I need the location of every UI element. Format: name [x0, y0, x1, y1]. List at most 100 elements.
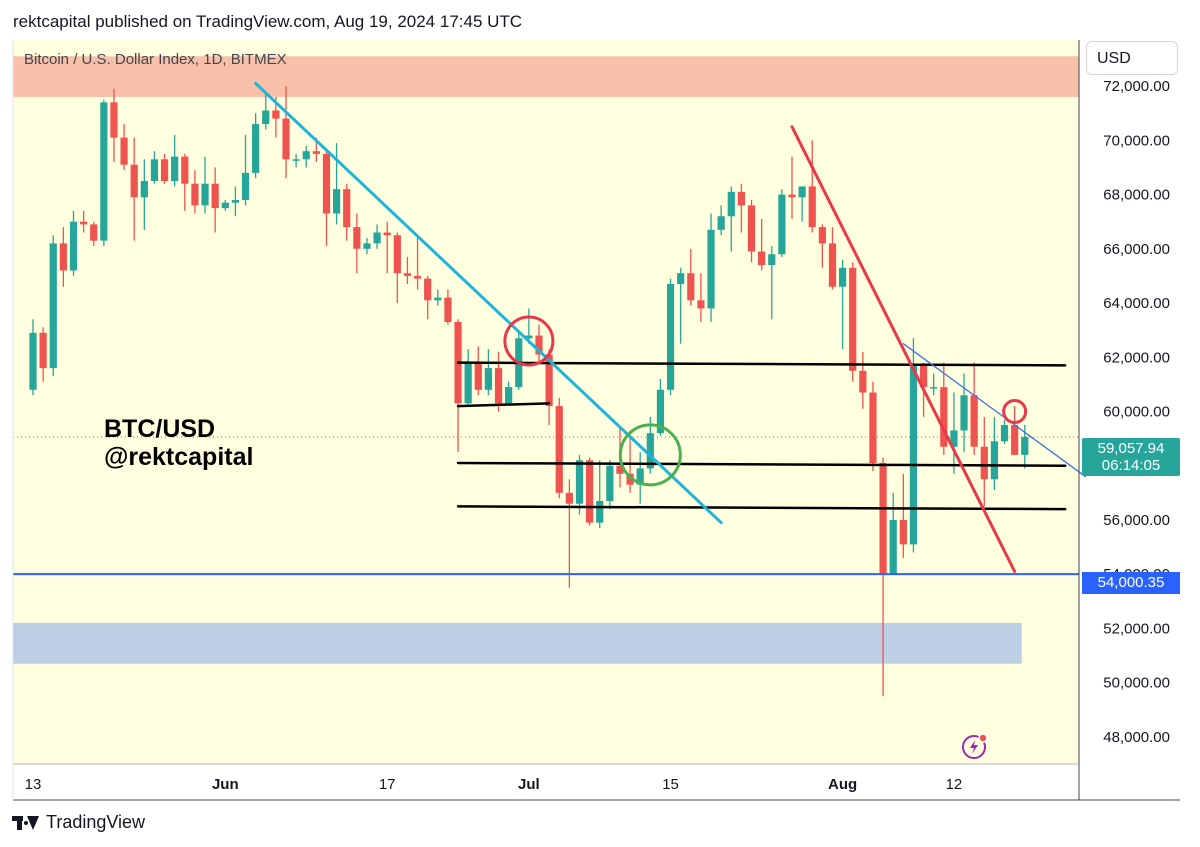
candle-body [484, 368, 492, 390]
resistance-zone [13, 56, 1079, 97]
time-axis[interactable]: 13 Jun 17 Jul 15 Aug 12 [25, 776, 963, 793]
candle-body [474, 362, 482, 390]
candle-body [413, 275, 422, 279]
time-tick-label: 12 [946, 776, 963, 793]
candle-body [808, 186, 816, 228]
price-tick-label: 70,000.00 [1103, 132, 1170, 149]
demand-zone [13, 622, 1022, 664]
candle-body [930, 387, 938, 389]
candle-body [656, 389, 665, 434]
candle-body [737, 191, 745, 206]
support-price-label: 54,000.35 [1082, 572, 1180, 594]
candle-body [363, 243, 371, 249]
candle-body [828, 243, 837, 287]
candle-body [403, 273, 412, 276]
candle-body [970, 395, 978, 447]
candle-body [909, 365, 918, 545]
candle-body [768, 254, 776, 266]
candle-body [505, 387, 513, 404]
price-tick-label: 56,000.00 [1103, 512, 1170, 529]
tradingview-logo-icon [12, 814, 40, 832]
candle-body [252, 124, 260, 173]
time-tick-label: Jun [212, 776, 239, 793]
price-tick-label: 68,000.00 [1103, 187, 1170, 204]
range-high-line [456, 361, 1067, 367]
currency-button[interactable]: USD [1086, 41, 1178, 75]
candle-body [697, 300, 705, 309]
candle-body [130, 164, 138, 198]
candle-body [535, 335, 543, 355]
candle-body [100, 102, 108, 241]
price-tick-label: 60,000.00 [1103, 403, 1170, 420]
red-downtrend-line [790, 125, 1017, 573]
candle-body [120, 137, 128, 165]
time-tick-label: 17 [379, 776, 396, 793]
candle-body [677, 273, 685, 285]
candle-body [29, 332, 37, 390]
current-price-label: 59,057.94 06:14:05 [1082, 438, 1180, 476]
candle-body [464, 362, 472, 404]
candle-body [636, 468, 644, 485]
candle-body [869, 392, 877, 464]
candle-body [980, 446, 988, 480]
candle-body [272, 110, 280, 119]
annotation-author: @rektcapital [104, 443, 254, 471]
time-tick-label: 13 [25, 776, 42, 793]
candle-body [849, 267, 857, 371]
tradingview-logo[interactable]: TradingView [12, 812, 145, 833]
candle-body [262, 110, 270, 125]
price-tick-label: 72,000.00 [1103, 78, 1170, 95]
breakout-circle-july [618, 423, 682, 487]
candle-body [494, 368, 503, 404]
candle-body [171, 156, 179, 182]
candle-body [241, 172, 250, 200]
candle-body [818, 227, 826, 244]
candle-body [940, 387, 948, 447]
candle-body [383, 232, 391, 236]
candle-body [616, 465, 624, 474]
candle-body [373, 232, 381, 244]
candle-body [312, 151, 320, 154]
candle-body [444, 297, 452, 323]
lightning-icon[interactable] [961, 732, 989, 760]
candle-body [201, 183, 209, 206]
annotation-text: BTC/USD @rektcapital [104, 415, 253, 471]
candle-body [160, 159, 169, 182]
candle-body [292, 159, 300, 161]
candle-body [69, 221, 78, 271]
candle-body [758, 251, 766, 266]
candle-body [191, 183, 199, 206]
candle-body [424, 278, 432, 301]
time-tick-label: Jul [518, 776, 540, 793]
candle-body [80, 221, 88, 225]
candle-body [879, 463, 887, 575]
candle-body [49, 243, 57, 369]
price-axis[interactable]: 48,000.0050,000.0052,000.0054,000.0056,0… [1103, 78, 1170, 746]
candle-body [181, 156, 189, 184]
candle-body [282, 118, 290, 160]
candle-body [960, 395, 968, 431]
candle-body [221, 202, 229, 209]
range-low-line [456, 505, 1067, 511]
candle-body [747, 205, 756, 252]
candle-body [565, 492, 573, 504]
price-tick-label: 50,000.00 [1103, 675, 1170, 692]
candle-body [950, 430, 958, 447]
candle-body [211, 183, 219, 209]
trendlines-layer [13, 81, 1087, 576]
tradingview-brand: TradingView [46, 812, 146, 832]
time-tick-label: Aug [828, 776, 857, 793]
candle-body [889, 519, 897, 575]
candle-body [59, 243, 67, 271]
price-tick-label: 66,000.00 [1103, 241, 1170, 258]
candle-body [1011, 425, 1019, 455]
candle-body [717, 216, 725, 230]
rejection-circle-july [503, 315, 555, 367]
candle-body [798, 186, 806, 198]
price-tick-label: 48,000.00 [1103, 729, 1170, 746]
countdown-value: 06:14:05 [1101, 457, 1161, 474]
price-tick-label: 64,000.00 [1103, 295, 1170, 312]
candle-body [1021, 437, 1029, 455]
local-range-line [456, 402, 551, 408]
